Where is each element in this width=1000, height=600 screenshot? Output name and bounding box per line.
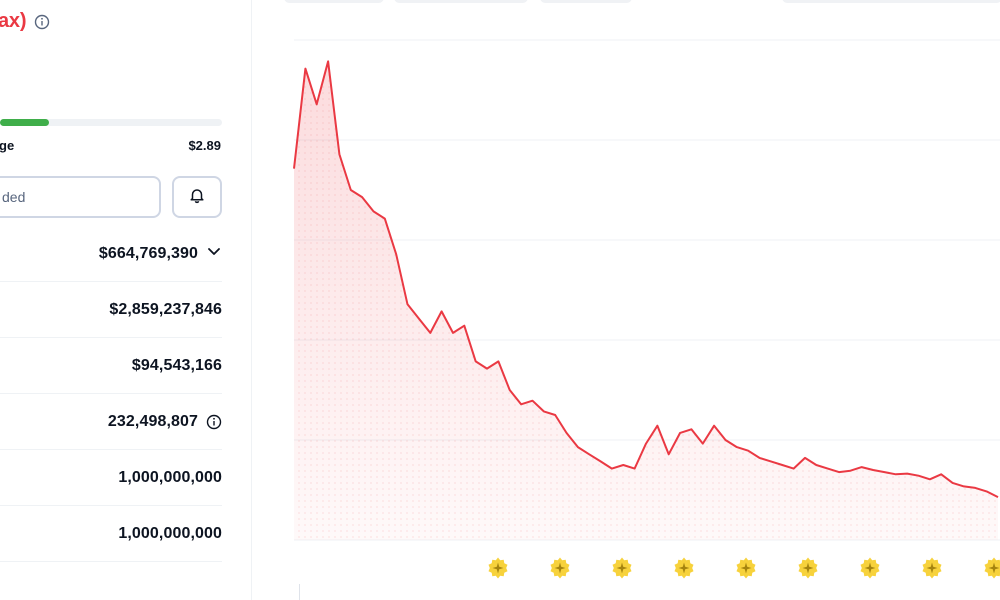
stat-row-market-cap[interactable]: $664,769,390 — [0, 226, 222, 282]
event-star-icon[interactable] — [610, 556, 634, 580]
event-star-icon[interactable] — [796, 556, 820, 580]
event-star-icon[interactable] — [858, 556, 882, 580]
stat-row-3: $94,543,166 — [0, 338, 222, 394]
watchlist-button-label: ded — [2, 189, 26, 205]
stat-row-6: 1,000,000,000 — [0, 506, 222, 562]
chart-toolbar-tab[interactable] — [782, 0, 1000, 3]
event-star-icon[interactable] — [920, 556, 944, 580]
chart-toolbar-tab[interactable] — [284, 0, 384, 3]
bell-icon — [188, 186, 206, 209]
stat-row-4: 232,498,807 — [0, 394, 222, 450]
stat-value-5: 1,000,000,000 — [118, 468, 222, 486]
price-chart[interactable] — [260, 0, 1000, 600]
watchlist-button[interactable]: ded — [0, 176, 161, 218]
price-range-low-label: ge — [0, 138, 15, 153]
price-series-area-texture — [294, 61, 998, 541]
info-icon[interactable] — [34, 14, 50, 30]
event-star-icon[interactable] — [734, 556, 758, 580]
event-star-icon[interactable] — [982, 556, 1000, 580]
event-star-icon[interactable] — [672, 556, 696, 580]
stat-value-4: 232,498,807 — [107, 412, 198, 430]
stat-value-2: $2,859,237,846 — [109, 300, 222, 318]
coin-stats-panel: ax) ge $2.89 ded $664,769,390 $2,859,237… — [0, 0, 252, 600]
price-range-bar — [0, 119, 222, 126]
stat-value-6: 1,000,000,000 — [118, 524, 222, 542]
stat-row-5: 1,000,000,000 — [0, 450, 222, 506]
price-range-fill — [0, 119, 49, 126]
chevron-down-icon[interactable] — [206, 243, 222, 264]
stat-value-3: $94,543,166 — [131, 356, 222, 374]
price-range-high-value: $2.89 — [188, 138, 221, 153]
stat-row-2: $2,859,237,846 — [0, 282, 222, 338]
info-icon[interactable] — [206, 414, 222, 430]
chart-toolbar-tab[interactable] — [540, 0, 632, 3]
event-star-icon[interactable] — [548, 556, 572, 580]
price-series-line — [293, 60, 999, 498]
coin-name-suffix: ax) — [0, 10, 27, 32]
x-axis-tick — [299, 584, 300, 600]
coin-title-row: ax) — [0, 10, 50, 33]
price-chart-svg — [293, 39, 1000, 541]
chart-toolbar-tab[interactable] — [394, 0, 528, 3]
market-cap-value: $664,769,390 — [98, 244, 198, 262]
event-star-icon[interactable] — [486, 556, 510, 580]
price-alert-button[interactable] — [172, 176, 222, 218]
